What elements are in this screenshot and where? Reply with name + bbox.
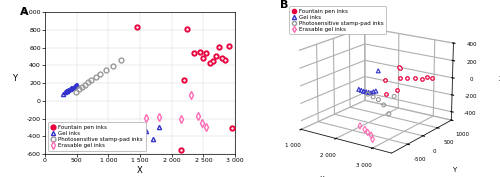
Legend: Fountain pen inks, Gel inks, Photosensitive stamp-pad inks, Erasable gel inks: Fountain pen inks, Gel inks, Photosensit… bbox=[48, 122, 146, 151]
X-axis label: X: X bbox=[137, 166, 143, 175]
Y-axis label: Y: Y bbox=[12, 74, 18, 83]
Legend: Fountain pen inks, Gel inks, Photosensitive stamp-pad inks, Erasable gel inks: Fountain pen inks, Gel inks, Photosensit… bbox=[290, 6, 386, 34]
Text: A: A bbox=[20, 7, 29, 17]
Y-axis label: Y: Y bbox=[452, 167, 456, 173]
X-axis label: X: X bbox=[320, 176, 324, 177]
Text: B: B bbox=[280, 0, 288, 10]
